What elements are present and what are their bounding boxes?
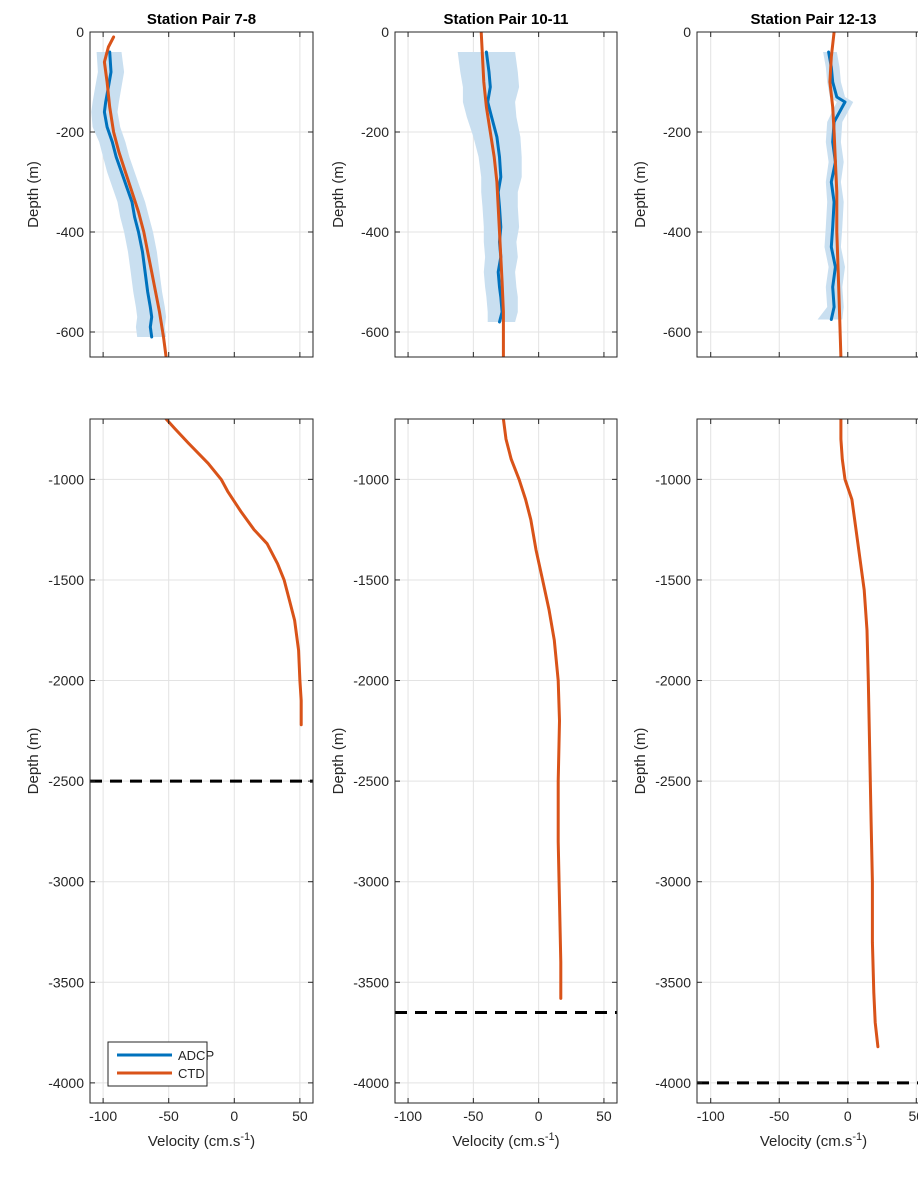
x-tick-label: -100 (394, 1108, 422, 1124)
x-tick-label: 50 (292, 1108, 308, 1124)
panel-2: 0 -200 -400 -600 Station Pair 10-11 Depth (m) (330, 11, 618, 358)
plot-area (839, 419, 880, 1049)
y-tick-label: -2000 (48, 673, 84, 689)
legend-adcp-label: ADCP (178, 1048, 214, 1063)
y-tick-label: -3000 (48, 874, 84, 890)
y-tick-label: -1000 (48, 471, 84, 487)
y-axis-label: Depth (m) (25, 161, 42, 228)
plot-area (501, 419, 563, 1000)
y-tick-label: -2500 (353, 773, 389, 789)
panel-5: -100 -50 0 50 -1000 -1500 -2000 -2500 -3000 -3500… (330, 418, 618, 1150)
x-tick-label: -50 (769, 1108, 789, 1124)
adcp-uncertainty-band (457, 52, 522, 322)
axes-box (394, 418, 618, 1104)
panel-title: Station Pair 7-8 (147, 11, 256, 28)
y-tick-label: -200 (663, 124, 691, 140)
panel-title: Station Pair 12-13 (751, 11, 877, 28)
panel-6: -100 -50 0 50 -1000 -1500 -2000 -2500 -3000 -3500… (632, 418, 918, 1150)
x-tick-label: -100 (89, 1108, 117, 1124)
ctd-line (839, 419, 880, 1049)
x-axis-label: Velocity (cm.s-1) (148, 1131, 255, 1150)
y-tick-label: -3000 (353, 874, 389, 890)
y-tick-label: -400 (361, 224, 389, 240)
y-tick-label: -4000 (48, 1075, 84, 1091)
ctd-line (479, 32, 505, 357)
x-axis-label: Velocity (cm.s-1) (760, 1131, 867, 1150)
y-tick-label: -4000 (353, 1075, 389, 1091)
y-tick-label: -1500 (655, 572, 691, 588)
axes-box (89, 418, 314, 1104)
panel-1: 0 -200 -400 -600 Station Pair 7-8 Depth (m) (25, 11, 314, 358)
legend-box (107, 1041, 208, 1087)
panel-title: Station Pair 10-11 (443, 11, 568, 28)
y-tick-label: -400 (663, 224, 691, 240)
ctd-line (828, 32, 843, 357)
ctd-line (501, 419, 563, 1000)
y-tick-label: 0 (683, 24, 691, 40)
adcp-line (827, 50, 847, 321)
y-tick-label: -4000 (655, 1075, 691, 1091)
y-tick-label: -1000 (353, 471, 389, 487)
ctd-line (102, 35, 168, 357)
panel-4: -100 -50 0 50 -1000 -1500 -2000 -2500 -3000 -3500… (25, 418, 314, 1150)
y-axis-label: Depth (m) (330, 161, 347, 228)
plot-area (817, 32, 854, 357)
ctd-line (164, 419, 303, 727)
y-tick-label: -1500 (353, 572, 389, 588)
legend: ADCP CTD (107, 1041, 214, 1087)
y-axis-label: Depth (m) (330, 728, 347, 795)
axes-box (394, 31, 618, 358)
y-tick-label: 0 (381, 24, 389, 40)
panel-3: 0 -200 -400 -600 Station Pair 12-13 Depth (m) (632, 11, 918, 358)
plot-area (457, 32, 522, 357)
axes-box (89, 31, 314, 358)
y-tick-label: -600 (361, 324, 389, 340)
y-tick-label: -2000 (353, 673, 389, 689)
x-tick-label: 0 (230, 1108, 238, 1124)
y-tick-label: -200 (361, 124, 389, 140)
y-tick-label: -600 (663, 324, 691, 340)
y-tick-label: -400 (56, 224, 84, 240)
y-tick-label: -3000 (655, 874, 691, 890)
axes-box (696, 31, 918, 358)
y-tick-label: -2000 (655, 673, 691, 689)
y-tick-label: -200 (56, 124, 84, 140)
y-tick-label: -3500 (353, 974, 389, 990)
y-tick-label: -2500 (655, 773, 691, 789)
x-tick-label: -50 (159, 1108, 179, 1124)
y-tick-label: -600 (56, 324, 84, 340)
plot-area (164, 419, 303, 727)
y-tick-label: -1500 (48, 572, 84, 588)
y-tick-label: -2500 (48, 773, 84, 789)
y-axis-label: Depth (m) (632, 728, 649, 795)
x-tick-label: -100 (697, 1108, 725, 1124)
adcp-line (102, 50, 154, 339)
x-tick-label: 50 (596, 1108, 612, 1124)
y-axis-label: Depth (m) (632, 161, 649, 228)
y-tick-label: -1000 (655, 471, 691, 487)
legend-ctd-label: CTD (178, 1066, 205, 1081)
y-tick-label: -3500 (655, 974, 691, 990)
x-axis-label: Velocity (cm.s-1) (452, 1131, 559, 1150)
plot-area (91, 35, 168, 357)
axes-box (696, 418, 918, 1104)
x-tick-label: 0 (844, 1108, 852, 1124)
x-tick-label: 50 (909, 1108, 918, 1124)
x-tick-label: 0 (535, 1108, 543, 1124)
y-tick-label: -3500 (48, 974, 84, 990)
y-axis-label: Depth (m) (25, 728, 42, 795)
x-tick-label: -50 (463, 1108, 483, 1124)
y-tick-label: 0 (76, 24, 84, 40)
